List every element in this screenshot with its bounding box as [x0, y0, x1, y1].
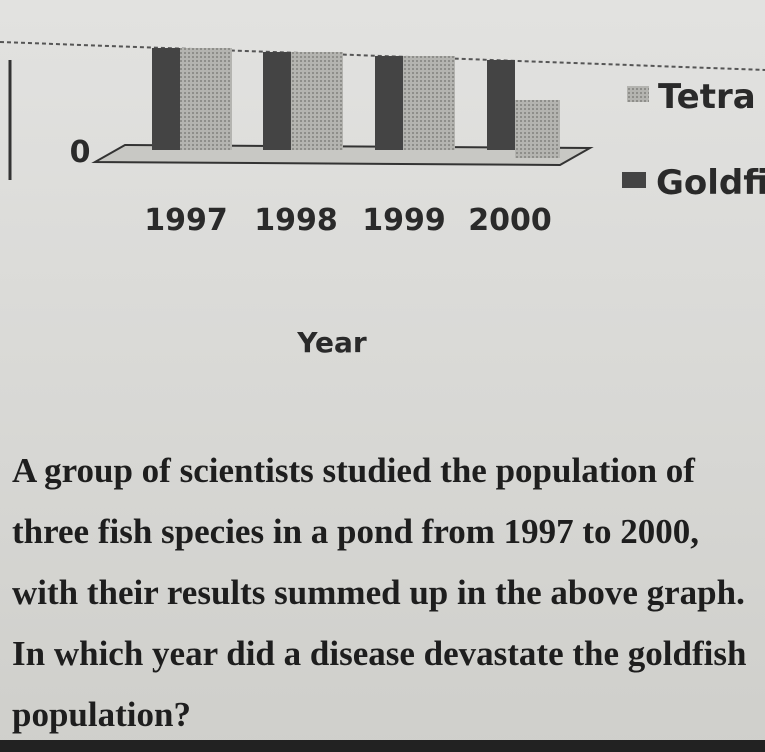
x-tick-label: 1999 [362, 203, 446, 238]
bar [487, 60, 515, 150]
legend-swatch [627, 86, 649, 102]
bar [291, 52, 343, 150]
legend-swatch [622, 172, 646, 188]
bar [152, 48, 180, 150]
x-tick-label: 1998 [254, 203, 338, 238]
bar [515, 100, 560, 158]
bars [152, 48, 560, 158]
bar [403, 56, 455, 150]
x-tick-label: 1997 [144, 203, 228, 238]
bar [375, 56, 403, 150]
x-tick-label: 2000 [468, 203, 552, 238]
question-text: A group of scientists studied the popula… [12, 451, 747, 734]
bar [263, 52, 291, 150]
bottom-edge [0, 740, 765, 752]
y-tick-label: 0 [70, 135, 91, 170]
legend-label: Goldfis [656, 163, 765, 203]
legend-label: Tetra [658, 77, 756, 117]
bar [180, 48, 232, 150]
dashed-line [0, 41, 765, 71]
x-axis-label: Year [296, 326, 367, 359]
